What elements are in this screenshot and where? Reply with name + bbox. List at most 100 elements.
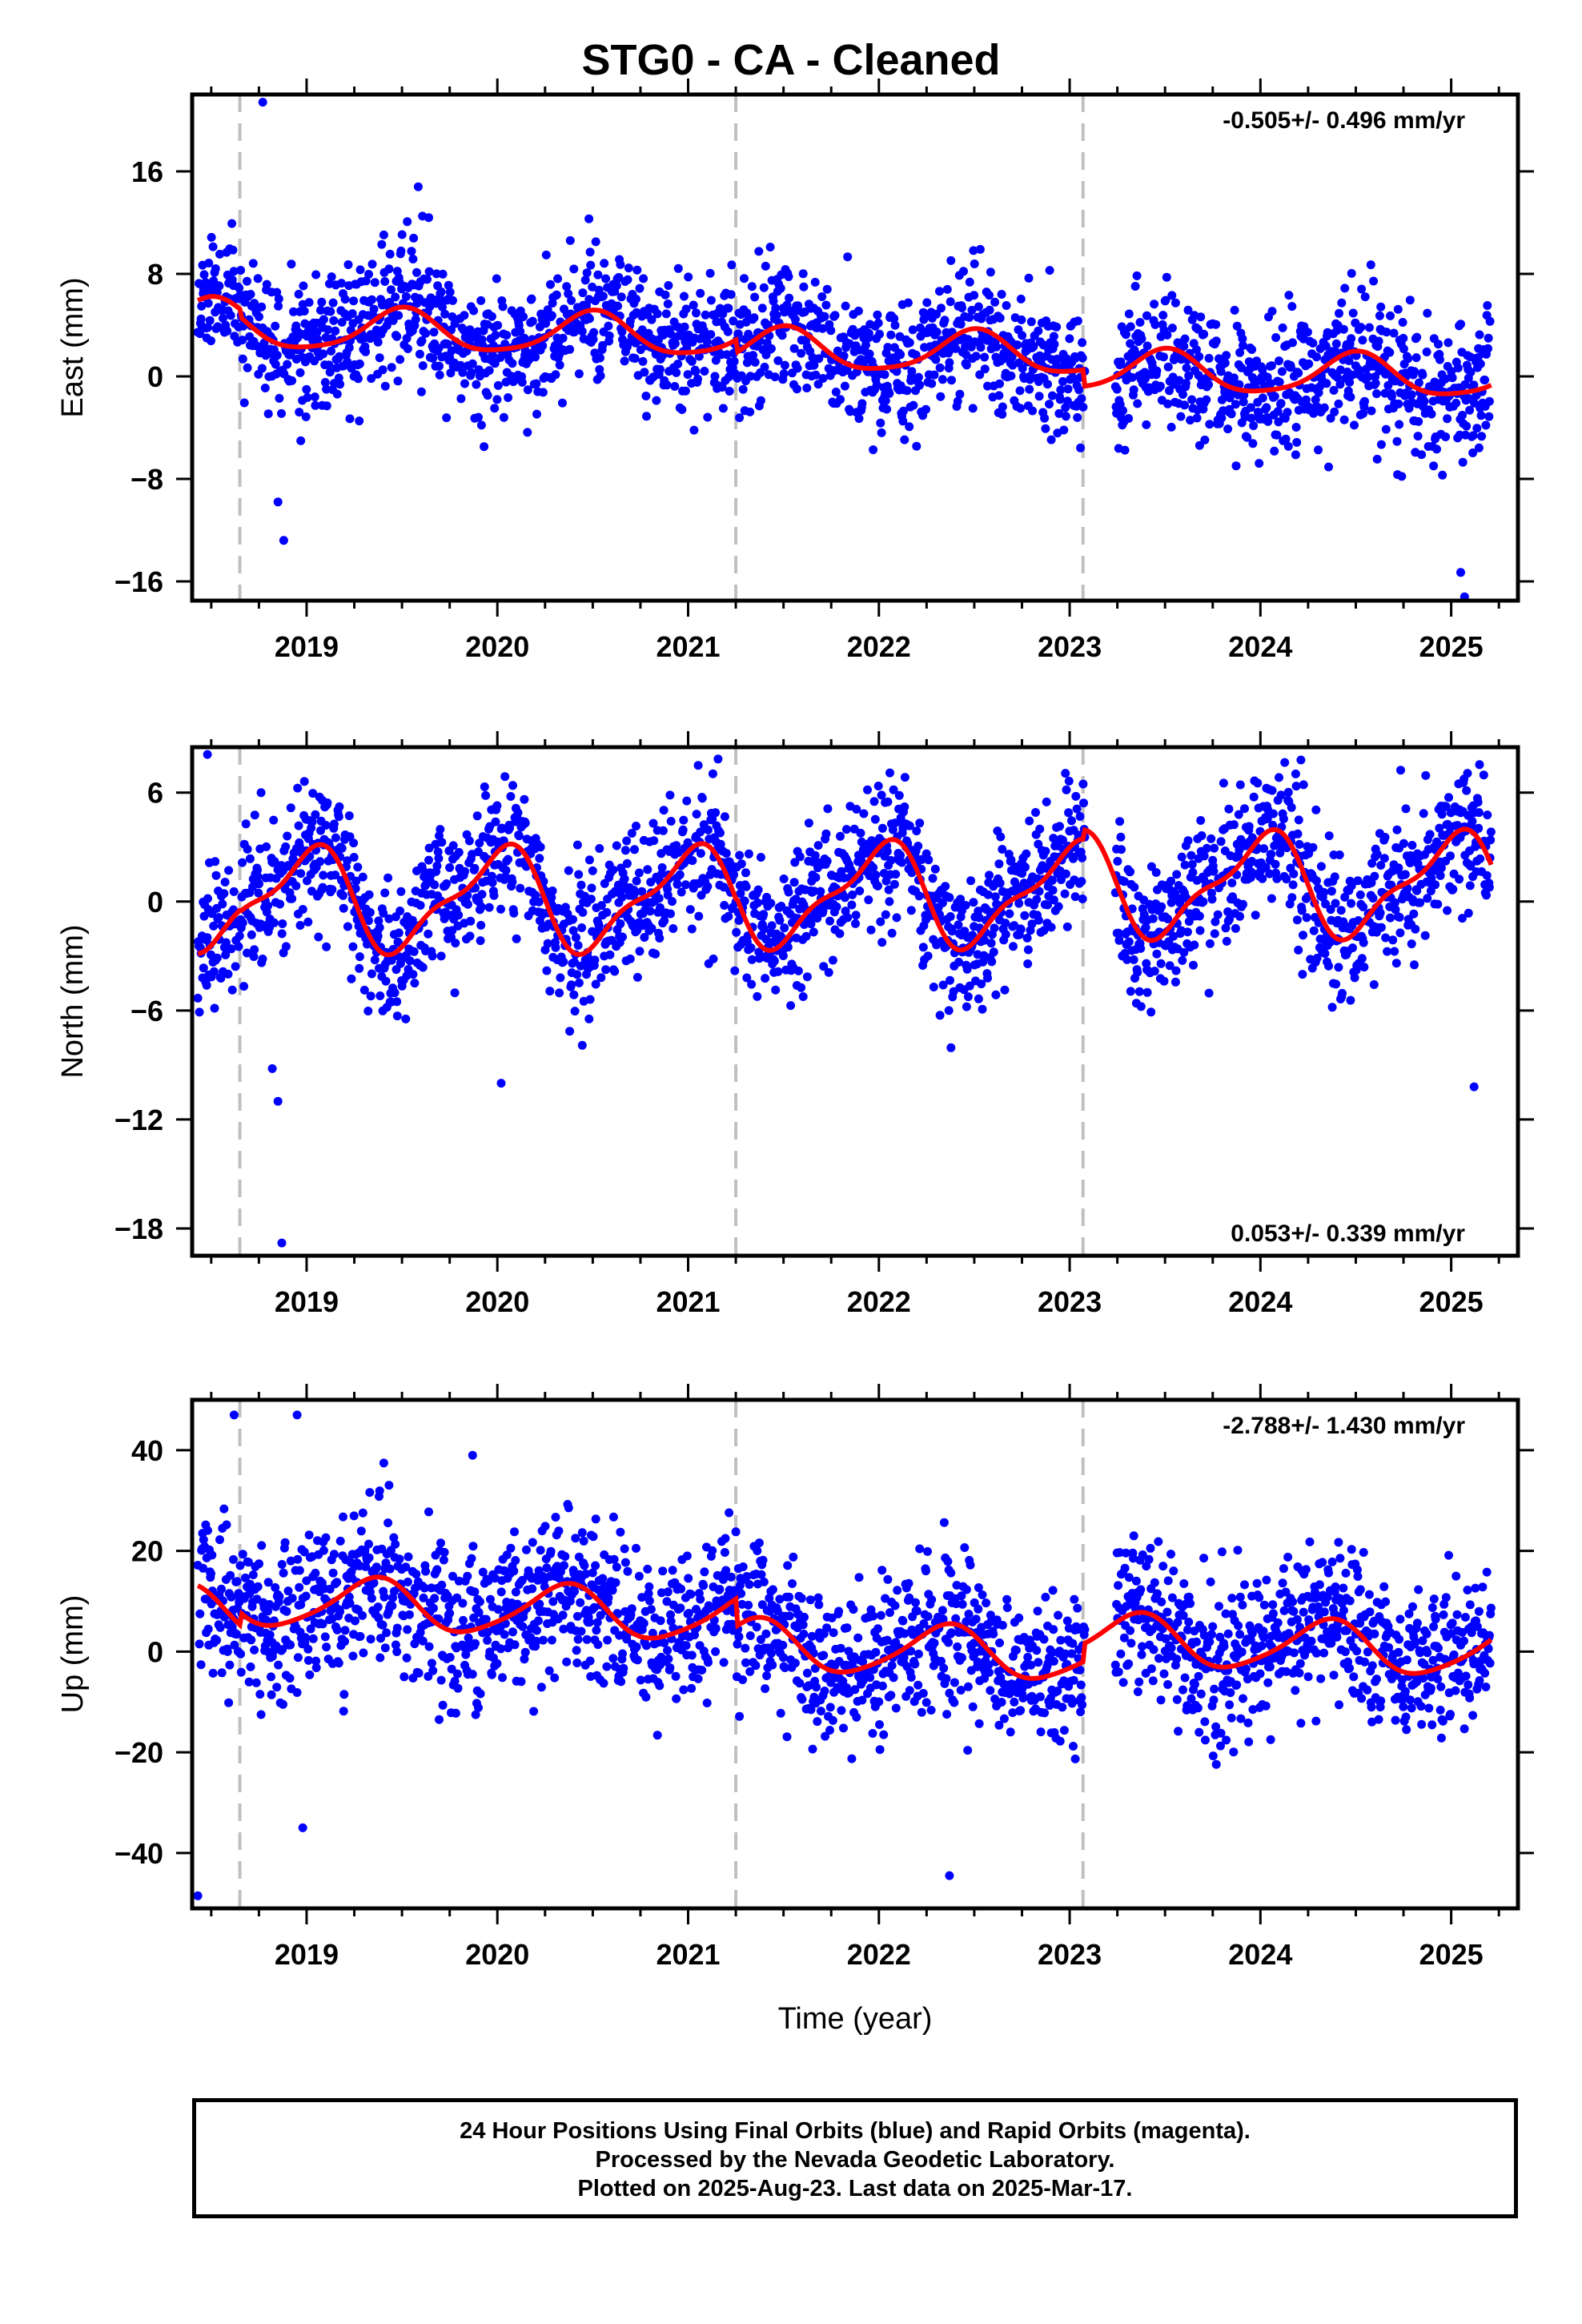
data-point xyxy=(1303,328,1312,337)
data-point xyxy=(438,269,448,279)
data-point xyxy=(1195,352,1204,361)
data-point xyxy=(193,993,203,1003)
data-point xyxy=(552,290,561,300)
data-point xyxy=(1355,890,1365,899)
data-point xyxy=(516,883,525,893)
data-point xyxy=(238,354,247,364)
data-point xyxy=(843,252,853,262)
data-point xyxy=(1190,940,1199,950)
data-point xyxy=(720,901,729,910)
data-point xyxy=(897,858,906,867)
data-point xyxy=(296,869,306,879)
data-point xyxy=(392,1011,402,1021)
data-point xyxy=(235,283,244,293)
data-point xyxy=(469,1613,479,1622)
data-point xyxy=(294,289,303,299)
data-point xyxy=(902,386,912,396)
data-point xyxy=(798,992,808,1001)
data-point xyxy=(400,1672,409,1682)
data-point xyxy=(391,1640,400,1650)
data-point xyxy=(721,849,731,858)
data-point xyxy=(1460,380,1470,389)
x-tick-label: 2019 xyxy=(275,630,339,663)
data-point xyxy=(1195,911,1204,921)
data-point xyxy=(873,881,882,891)
data-point xyxy=(209,921,219,931)
data-point xyxy=(269,918,279,927)
data-point xyxy=(836,831,845,841)
data-point xyxy=(211,857,220,866)
data-point xyxy=(508,877,517,887)
data-point xyxy=(1203,843,1211,853)
data-point xyxy=(995,879,1005,888)
data-point xyxy=(231,962,240,971)
data-point xyxy=(1311,805,1321,814)
data-point xyxy=(1382,328,1391,337)
data-point xyxy=(280,1538,290,1547)
data-point xyxy=(1294,815,1303,825)
data-point xyxy=(771,304,781,313)
data-point xyxy=(857,837,866,846)
data-point xyxy=(564,866,573,875)
data-point xyxy=(589,328,599,337)
data-point xyxy=(417,336,427,345)
data-point xyxy=(365,907,375,917)
data-point xyxy=(1078,853,1087,862)
data-point xyxy=(1267,786,1277,795)
data-point xyxy=(373,931,383,941)
x-tick-label: 2021 xyxy=(656,630,720,663)
data-point xyxy=(835,929,845,939)
data-point xyxy=(535,854,544,863)
data-point xyxy=(493,380,503,390)
data-point xyxy=(202,980,211,990)
data-point xyxy=(1140,368,1150,377)
data-point xyxy=(1195,926,1205,935)
data-point xyxy=(822,856,832,866)
data-point xyxy=(236,1649,246,1659)
data-point xyxy=(1452,398,1461,408)
data-point xyxy=(1045,266,1054,275)
data-point xyxy=(605,950,615,959)
data-point xyxy=(624,263,633,273)
data-point xyxy=(262,279,271,289)
data-point xyxy=(998,402,1007,412)
data-point xyxy=(1034,326,1043,336)
data-point xyxy=(1381,424,1391,434)
data-point xyxy=(308,1634,318,1643)
data-point xyxy=(542,966,552,975)
data-point xyxy=(749,313,759,323)
data-point xyxy=(1347,881,1356,891)
data-point xyxy=(409,947,419,956)
data-point xyxy=(1134,987,1144,996)
data-point xyxy=(1474,823,1484,833)
data-point xyxy=(1249,421,1259,431)
data-point xyxy=(1213,910,1223,919)
data-point xyxy=(1073,316,1082,326)
data-point xyxy=(710,372,720,381)
data-point xyxy=(349,838,359,848)
data-point xyxy=(412,1570,421,1579)
data-point xyxy=(1184,917,1194,927)
data-point xyxy=(729,870,738,879)
data-point xyxy=(226,311,235,320)
data-point xyxy=(568,915,577,924)
data-point xyxy=(1462,786,1472,795)
data-point xyxy=(1235,845,1244,854)
data-point xyxy=(882,846,892,856)
data-point xyxy=(759,924,769,934)
data-point xyxy=(680,322,689,332)
data-point xyxy=(490,404,500,413)
data-point xyxy=(1266,379,1275,388)
data-point xyxy=(759,910,769,919)
data-point xyxy=(1239,341,1247,350)
data-point xyxy=(203,894,212,903)
data-point xyxy=(990,297,1000,307)
data-point xyxy=(1069,854,1078,863)
data-point xyxy=(293,1653,303,1663)
data-point xyxy=(569,990,579,999)
rate-annotation: -0.505+/- 0.496 mm/yr xyxy=(1223,107,1465,134)
data-point xyxy=(1383,947,1392,956)
data-point xyxy=(961,342,970,352)
data-point xyxy=(1360,292,1370,302)
data-point xyxy=(418,963,428,972)
